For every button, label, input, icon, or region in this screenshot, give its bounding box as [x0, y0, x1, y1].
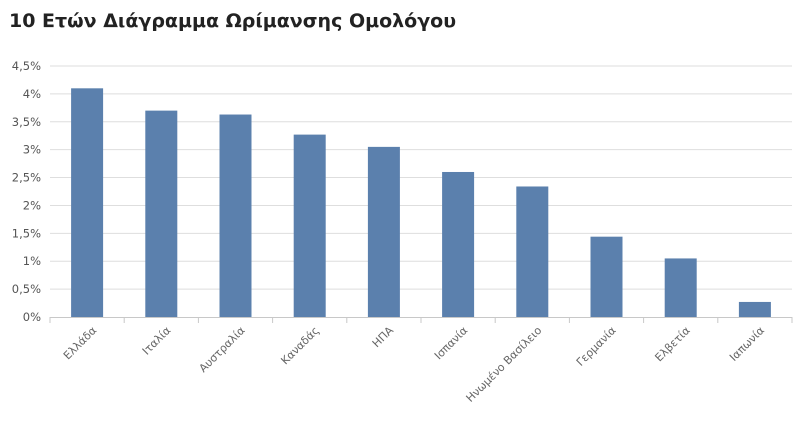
x-tick-label: Ιαπωνία [727, 324, 767, 364]
x-tick-label: ΗΠΑ [370, 324, 397, 351]
y-tick-label: 3% [23, 143, 41, 157]
bar [145, 110, 178, 317]
y-tick-label: 1% [23, 254, 41, 268]
y-tick-label: 2% [23, 198, 41, 212]
bars [71, 88, 771, 317]
x-tick-label: Ιταλία [140, 324, 174, 358]
bar [590, 236, 623, 317]
bar [738, 301, 771, 317]
bar [367, 146, 400, 317]
y-tick-label: 2,5% [12, 171, 41, 185]
x-tick-label: Ηνωμένο Βασίλειο [464, 324, 545, 405]
bar [219, 114, 252, 317]
bar [664, 258, 697, 317]
y-tick-label: 1,5% [12, 226, 41, 240]
y-tick-label: 0,5% [12, 282, 41, 296]
x-tick-label: Ελβετία [652, 324, 692, 364]
x-axis-tick-labels: Ελλάδα Ιταλία Αυστραλία Καναδάς ΗΠΑ ΙσπανίαΗν… [61, 324, 767, 405]
y-tick-label: 4,5% [12, 59, 41, 73]
bar [442, 171, 475, 317]
x-tick-label: Αυστραλία [197, 324, 248, 375]
x-axis [49, 317, 793, 323]
x-tick-label: Καναδάς [278, 324, 321, 367]
x-tick-label: Ισπανία [432, 324, 470, 362]
y-tick-label: 0% [23, 310, 41, 324]
y-axis-tick-labels: 0% 0,5% 1% 1,5% 2% 2,5% 3% 3,5% 4% 4,5% [12, 59, 41, 324]
x-tick-label: Γερμανία [574, 324, 619, 369]
chart-title: 10 Ετών Διάγραμμα Ωρίμανσης Ομολόγου [9, 10, 457, 32]
y-tick-label: 4% [23, 87, 41, 101]
x-tick-label: Ελλάδα [61, 324, 99, 362]
bar [293, 134, 326, 317]
y-tick-label: 3,5% [12, 115, 41, 129]
bar [71, 88, 104, 317]
bar [516, 186, 549, 317]
gridlines [50, 65, 792, 290]
